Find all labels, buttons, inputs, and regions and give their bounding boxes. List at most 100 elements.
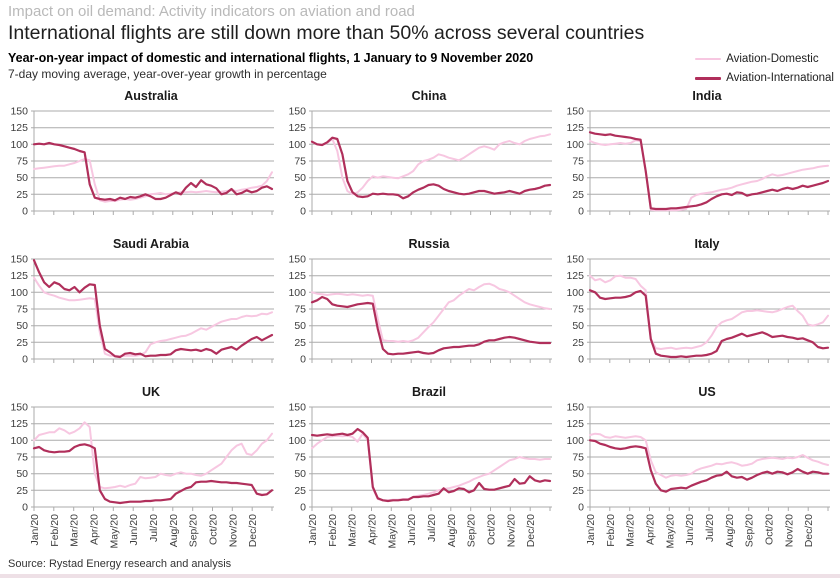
page-kicker: Impact on oil demand: Activity indicator… <box>8 3 415 20</box>
svg-text:150: 150 <box>566 402 584 414</box>
svg-text:Oct/20: Oct/20 <box>208 514 220 545</box>
line-chart: 0 25 50 75 100 125 150 <box>288 254 552 366</box>
chart-subtitle: 7-day moving average, year-over-year gro… <box>8 67 327 81</box>
svg-text:Sep/20: Sep/20 <box>188 514 200 547</box>
svg-text:100: 100 <box>288 435 306 447</box>
svg-text:25: 25 <box>294 337 306 349</box>
chart-panel-brazil: Brazil 0 25 50 75 100 125 150 Jan/20 Feb/20 Mar/2… <box>280 384 558 558</box>
svg-text:Dec/20: Dec/20 <box>803 514 815 547</box>
chart-panel-china: China 0 25 50 75 100 125 150 <box>280 88 558 220</box>
svg-text:75: 75 <box>294 304 306 316</box>
svg-text:50: 50 <box>294 172 306 184</box>
svg-text:75: 75 <box>16 156 28 168</box>
svg-text:50: 50 <box>294 320 306 332</box>
svg-text:Jun/20: Jun/20 <box>128 514 140 546</box>
svg-text:Mar/20: Mar/20 <box>625 514 637 547</box>
svg-text:0: 0 <box>22 354 28 366</box>
svg-text:0: 0 <box>22 502 28 514</box>
small-multiples-grid: Australia 0 25 50 75 100 125 150 China 0 25 50 75… <box>2 88 836 558</box>
chart-panel-australia: Australia 0 25 50 75 100 125 150 <box>2 88 280 220</box>
svg-text:25: 25 <box>572 485 584 497</box>
svg-text:75: 75 <box>294 156 306 168</box>
svg-text:0: 0 <box>300 206 306 218</box>
svg-text:Jan/20: Jan/20 <box>585 514 597 546</box>
svg-text:Aug/20: Aug/20 <box>446 514 458 547</box>
chart-subtitle-bold: Year-on-year impact of domestic and inte… <box>8 51 534 65</box>
svg-text:100: 100 <box>288 139 306 151</box>
svg-text:Oct/20: Oct/20 <box>764 514 776 545</box>
svg-text:0: 0 <box>300 502 306 514</box>
svg-text:May/20: May/20 <box>386 514 398 549</box>
line-chart: 0 25 50 75 100 125 150 <box>10 106 274 218</box>
svg-text:50: 50 <box>572 320 584 332</box>
svg-text:Jun/20: Jun/20 <box>406 514 418 546</box>
panel-title: Saudi Arabia <box>113 237 189 251</box>
svg-text:75: 75 <box>294 452 306 464</box>
svg-text:25: 25 <box>572 189 584 201</box>
svg-text:Apr/20: Apr/20 <box>645 514 657 545</box>
panel-title: UK <box>141 385 161 399</box>
svg-text:25: 25 <box>294 189 306 201</box>
svg-text:0: 0 <box>300 354 306 366</box>
svg-text:125: 125 <box>288 122 306 134</box>
svg-text:Sep/20: Sep/20 <box>744 514 756 547</box>
svg-text:Mar/20: Mar/20 <box>347 514 359 547</box>
svg-text:Jun/20: Jun/20 <box>684 514 696 546</box>
svg-text:0: 0 <box>578 206 584 218</box>
chart-panel-india: India 0 25 50 75 100 125 150 <box>558 88 836 220</box>
domestic-line-swatch <box>695 58 722 60</box>
footer-strip <box>0 574 840 578</box>
panel-title: Italy <box>694 237 720 251</box>
svg-text:100: 100 <box>566 435 584 447</box>
svg-text:Jan/20: Jan/20 <box>307 514 319 546</box>
svg-text:125: 125 <box>288 418 306 430</box>
svg-text:125: 125 <box>566 418 584 430</box>
svg-text:25: 25 <box>16 485 28 497</box>
svg-text:150: 150 <box>566 106 584 118</box>
svg-text:Feb/20: Feb/20 <box>605 514 617 547</box>
svg-text:Feb/20: Feb/20 <box>327 514 339 547</box>
chart-panel-uk: UK 0 25 50 75 100 125 150 Jan/20 Feb/20 Mar/20 Apr… <box>2 384 280 558</box>
svg-text:100: 100 <box>566 287 584 299</box>
line-chart: 0 25 50 75 100 125 150 Jan/20 Feb/20 Mar/20 Apr/20… <box>566 402 830 548</box>
international-line-swatch <box>695 76 722 80</box>
svg-text:125: 125 <box>10 122 28 134</box>
svg-text:25: 25 <box>294 485 306 497</box>
chart-legend: Aviation-Domestic Aviation-International <box>695 53 834 91</box>
svg-text:Jul/20: Jul/20 <box>426 514 438 542</box>
svg-text:May/20: May/20 <box>108 514 120 549</box>
line-chart: 0 25 50 75 100 125 150 <box>566 254 830 366</box>
svg-text:Sep/20: Sep/20 <box>466 514 478 547</box>
svg-text:50: 50 <box>294 468 306 480</box>
svg-text:Feb/20: Feb/20 <box>49 514 61 547</box>
svg-text:0: 0 <box>22 206 28 218</box>
svg-text:0: 0 <box>578 502 584 514</box>
svg-text:75: 75 <box>572 452 584 464</box>
panel-title: US <box>698 385 716 399</box>
chart-panel-russia: Russia 0 25 50 75 100 125 150 <box>280 236 558 368</box>
svg-text:Jan/20: Jan/20 <box>29 514 41 546</box>
svg-text:150: 150 <box>288 254 306 266</box>
svg-text:100: 100 <box>288 287 306 299</box>
line-chart: 0 25 50 75 100 125 150 <box>566 106 830 218</box>
svg-text:125: 125 <box>10 418 28 430</box>
svg-text:150: 150 <box>288 106 306 118</box>
svg-text:Nov/20: Nov/20 <box>783 514 795 547</box>
svg-text:125: 125 <box>566 270 584 282</box>
panel-title: Russia <box>408 237 450 251</box>
svg-text:125: 125 <box>288 270 306 282</box>
chart-panel-us: US 0 25 50 75 100 125 150 Jan/20 Feb/20 Mar/20 Apr… <box>558 384 836 558</box>
svg-text:150: 150 <box>288 402 306 414</box>
line-chart: 0 25 50 75 100 125 150 Jan/20 Feb/20 Mar/20 Apr/20… <box>288 402 552 549</box>
svg-text:Dec/20: Dec/20 <box>247 514 259 547</box>
svg-text:100: 100 <box>10 139 28 151</box>
svg-text:50: 50 <box>572 172 584 184</box>
svg-text:50: 50 <box>16 468 28 480</box>
svg-text:75: 75 <box>572 304 584 316</box>
svg-text:Jul/20: Jul/20 <box>148 514 160 542</box>
svg-text:100: 100 <box>10 435 28 447</box>
svg-text:Nov/20: Nov/20 <box>227 514 239 547</box>
svg-text:50: 50 <box>16 172 28 184</box>
svg-text:75: 75 <box>16 304 28 316</box>
